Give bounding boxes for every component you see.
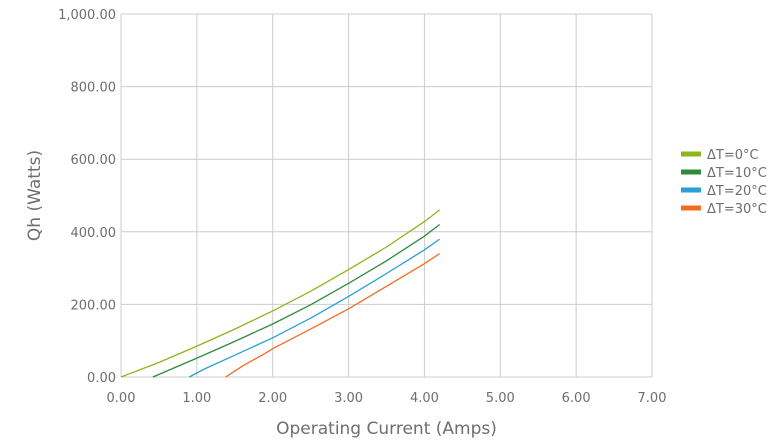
legend-swatch: [681, 169, 701, 175]
y-tick-labels: 0.00 200.00 400.00 600.00 800.00 1,000.00: [58, 8, 116, 386]
x-tick-label: 1.00: [182, 391, 211, 406]
series-line: [120, 209, 440, 378]
legend-label: ΔT=10°C: [707, 166, 767, 181]
legend-swatch: [681, 151, 701, 157]
legend-label: ΔT=20°C: [707, 184, 767, 199]
y-tick-label: 1,000.00: [58, 8, 116, 23]
x-tick-label: 2.00: [258, 391, 287, 406]
x-tick-label: 3.00: [334, 391, 363, 406]
x-tick-label: 7.00: [638, 391, 667, 406]
y-tick-label: 400.00: [71, 226, 117, 241]
y-axis-label: Qh (Watts): [25, 150, 45, 241]
x-tick-labels: 0.00 1.00 2.00 3.00 4.00 5.00 6.00 7.00: [107, 391, 667, 406]
y-tick-label: 800.00: [71, 81, 117, 96]
legend-label: ΔT=0°C: [707, 148, 759, 163]
x-tick-label: 6.00: [562, 391, 591, 406]
x-tick-label: 0.00: [107, 391, 136, 406]
grid: [120, 13, 653, 378]
legend-label: ΔT=30°C: [707, 202, 767, 217]
x-axis-label: Operating Current (Amps): [276, 419, 497, 439]
y-tick-label: 200.00: [71, 298, 117, 313]
legend-swatch: [681, 205, 701, 211]
series-lines: [120, 209, 440, 378]
series-line: [225, 253, 440, 378]
legend: ΔT=0°C ΔT=10°C ΔT=20°C ΔT=30°C: [681, 148, 767, 217]
x-tick-label: 5.00: [486, 391, 515, 406]
series-line: [188, 238, 440, 378]
series-line: [152, 223, 440, 378]
y-tick-label: 600.00: [71, 153, 117, 168]
legend-swatch: [681, 187, 701, 193]
y-tick-label: 0.00: [87, 371, 116, 386]
x-tick-label: 4.00: [410, 391, 439, 406]
